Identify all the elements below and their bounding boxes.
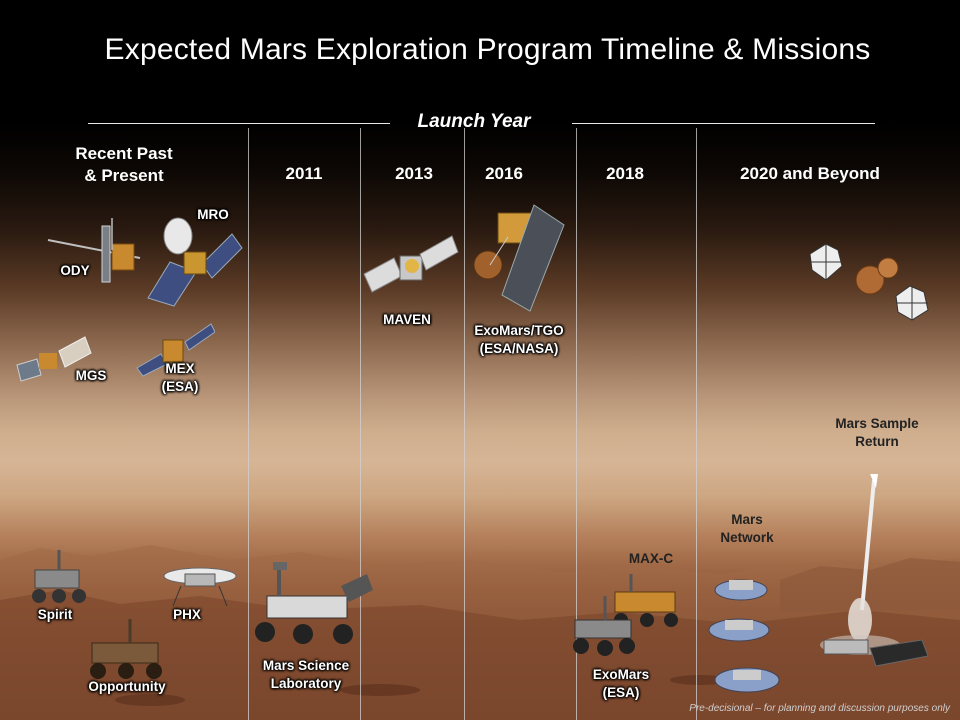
mission-label-phx: PHX bbox=[173, 607, 201, 622]
mars-sample-return-orbiter-illustration bbox=[809, 243, 929, 321]
divider-2018 bbox=[576, 128, 577, 720]
column-header-recent: Recent Past & Present bbox=[75, 144, 173, 185]
mgs-spacecraft-illustration bbox=[16, 336, 92, 382]
slide-title: Expected Mars Exploration Program Timeli… bbox=[104, 33, 871, 66]
mission-label-mgs: MGS bbox=[75, 368, 107, 383]
maxc-exomars-rovers-illustration bbox=[573, 574, 678, 656]
mission-label-maven: MAVEN bbox=[383, 312, 431, 327]
column-header-2013: 2013 bbox=[395, 164, 433, 183]
divider-2020 bbox=[696, 128, 697, 720]
launch-year-rule-left bbox=[88, 123, 390, 124]
mission-label-mars-network: Mars Network bbox=[720, 512, 774, 545]
mex-spacecraft-illustration bbox=[136, 323, 215, 377]
mission-label-exomars-esa: ExoMars (ESA) bbox=[592, 667, 650, 700]
divider-2011 bbox=[248, 128, 249, 720]
divider-2016 bbox=[464, 128, 465, 720]
msl-rover-illustration bbox=[255, 562, 373, 644]
mission-label-ody: ODY bbox=[60, 263, 90, 278]
mission-label-msl: Mars Science Laboratory bbox=[262, 658, 350, 691]
predecisional-footer-note: Pre-decisional – for planning and discus… bbox=[689, 703, 950, 714]
mission-label-maxc: MAX-C bbox=[628, 551, 674, 566]
mars-network-landers-illustration bbox=[708, 579, 780, 693]
opportunity-rover-illustration bbox=[90, 619, 162, 679]
maven-spacecraft-illustration bbox=[363, 235, 459, 293]
launch-year-label: Launch Year bbox=[417, 111, 531, 132]
column-header-2011: 2011 bbox=[285, 164, 323, 183]
phoenix-lander-illustration bbox=[163, 567, 237, 607]
mission-label-opportunity: Opportunity bbox=[88, 679, 166, 694]
launch-year-rule-right bbox=[572, 123, 875, 124]
mission-label-mex: MEX (ESA) bbox=[161, 361, 199, 394]
column-header-2016: 2016 bbox=[485, 164, 523, 183]
mission-label-exomars-tgo: ExoMars/TGO (ESA/NASA) bbox=[474, 323, 564, 356]
odyssey-spacecraft-illustration bbox=[47, 218, 141, 283]
mission-label-mars-sample-return: Mars Sample Return bbox=[835, 416, 919, 449]
spirit-rover-illustration bbox=[32, 550, 86, 603]
column-header-2018: 2018 bbox=[606, 164, 644, 183]
mission-label-spirit: Spirit bbox=[37, 607, 73, 622]
exomars-tgo-illustration bbox=[473, 204, 565, 312]
mars-sample-return-lander-illustration bbox=[820, 474, 929, 667]
column-header-2020-beyond: 2020 and Beyond bbox=[740, 164, 880, 183]
mro-spacecraft-illustration bbox=[147, 217, 243, 307]
divider-2013 bbox=[360, 128, 361, 720]
mission-label-mro: MRO bbox=[197, 207, 229, 222]
